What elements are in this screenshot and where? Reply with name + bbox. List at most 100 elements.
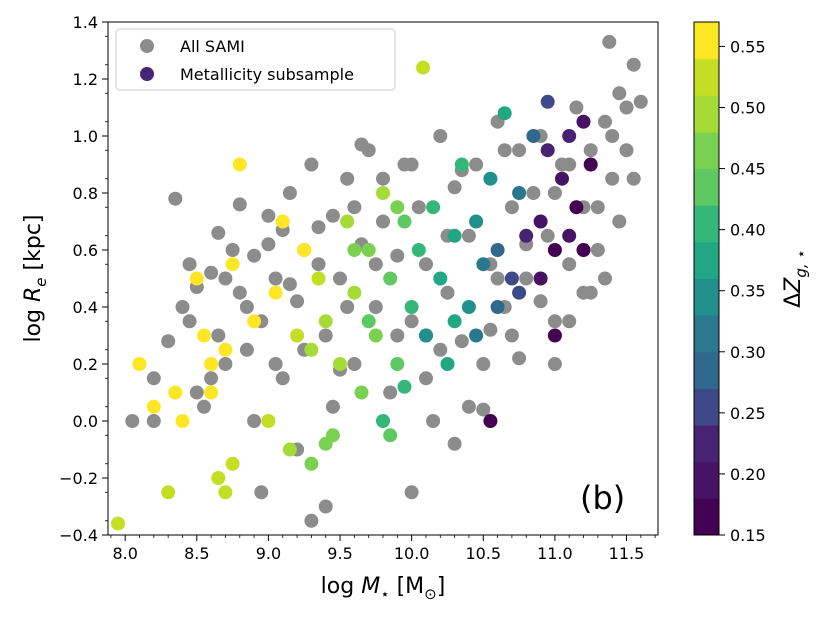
point-all-sami	[311, 257, 326, 272]
point-all-sami	[204, 265, 219, 280]
point-all-sami	[547, 357, 562, 371]
point-all-sami	[461, 228, 476, 243]
colorbar-title-symbol: Z	[781, 277, 806, 294]
point-metallicity-subsample	[376, 186, 390, 200]
point-all-sami	[368, 257, 383, 272]
point-metallicity-subsample	[476, 257, 491, 272]
point-all-sami	[275, 371, 290, 386]
colorbar-ticks: 0.15 0.20 0.25 0.30 0.35 0.40 0.45 0.50 0.55	[719, 37, 766, 545]
point-metallicity-subsample	[340, 214, 355, 229]
point-metallicity-subsample	[547, 328, 562, 343]
point-all-sami	[290, 294, 305, 309]
x-tick-label: 9.5	[327, 544, 352, 563]
point-metallicity-subsample	[304, 342, 319, 357]
point-all-sami	[282, 277, 297, 292]
point-metallicity-subsample	[318, 314, 333, 329]
x-tick-label: 11.0	[537, 544, 573, 563]
y-tick-label: 0.6	[73, 241, 98, 260]
point-all-sami	[268, 271, 283, 286]
point-metallicity-subsample	[433, 271, 448, 286]
point-all-sami	[239, 342, 254, 357]
point-metallicity-subsample	[583, 157, 598, 172]
point-metallicity-subsample	[168, 385, 183, 400]
point-metallicity-subsample	[397, 379, 412, 394]
point-all-sami	[433, 129, 448, 143]
point-all-sami	[440, 285, 455, 300]
point-metallicity-subsample	[540, 94, 555, 109]
colorbar-tick-label: 0.15	[730, 526, 766, 545]
colorbar-title: ΔZg, ⋆	[781, 249, 810, 308]
point-all-sami	[376, 171, 390, 186]
point-all-sami	[168, 191, 183, 206]
point-all-sami	[562, 157, 577, 172]
point-metallicity-subsample	[555, 171, 569, 186]
point-all-sami	[533, 294, 548, 309]
point-all-sami	[268, 357, 283, 371]
x-tick-label: 11.5	[609, 544, 645, 563]
point-metallicity-subsample	[547, 243, 562, 257]
point-all-sami	[469, 157, 484, 172]
point-metallicity-subsample	[447, 228, 462, 243]
point-all-sami	[247, 414, 262, 428]
point-metallicity-subsample	[111, 516, 125, 531]
point-metallicity-subsample	[512, 186, 527, 200]
point-all-sami	[590, 200, 605, 215]
point-all-sami	[333, 271, 347, 286]
point-all-sami	[218, 357, 233, 371]
x-tick-label: 8.0	[112, 544, 137, 563]
point-all-sami	[204, 371, 219, 386]
y-tick-label: 1.0	[73, 127, 98, 146]
point-metallicity-subsample	[146, 399, 161, 414]
point-all-sami	[247, 248, 262, 263]
point-metallicity-subsample	[175, 414, 190, 428]
point-metallicity-subsample	[354, 385, 369, 400]
point-all-sami	[519, 271, 534, 286]
point-metallicity-subsample	[497, 106, 512, 121]
point-all-sami	[476, 402, 491, 417]
point-all-sami	[232, 197, 247, 212]
point-all-sami	[211, 225, 226, 240]
point-all-sami	[211, 328, 226, 343]
point-metallicity-subsample	[211, 471, 226, 485]
point-metallicity-subsample	[483, 414, 498, 428]
point-all-sami	[626, 171, 641, 186]
point-all-sami	[347, 200, 362, 215]
x-axis-ticks: 8.0 8.5 9.0 9.5 10.0 10.5 11.0 11.5	[110, 535, 656, 563]
point-all-sami	[633, 94, 648, 109]
point-metallicity-subsample	[390, 200, 405, 215]
point-metallicity-subsample	[361, 243, 376, 257]
colorbar-tick-label: 0.30	[730, 343, 766, 362]
point-metallicity-subsample	[533, 214, 548, 229]
y-tick-label: 1.4	[73, 13, 98, 32]
point-metallicity-subsample	[526, 129, 541, 143]
point-all-sami	[547, 314, 562, 329]
point-metallicity-subsample	[311, 271, 326, 286]
colorbar-band	[694, 388, 719, 426]
point-all-sami	[189, 385, 204, 400]
y-tick-label: 1.2	[73, 70, 98, 89]
point-all-sami	[497, 143, 512, 158]
colorbar-band	[694, 425, 719, 463]
colorbar-tick-label: 0.55	[730, 37, 766, 56]
point-metallicity-subsample	[519, 228, 534, 243]
x-axis-title-subscript: ⋆	[380, 585, 389, 603]
y-tick-label: −0.4	[59, 526, 98, 545]
y-tick-label: 0.4	[73, 298, 98, 317]
x-axis-title: log M⋆ [M⊙]	[321, 574, 446, 603]
point-metallicity-subsample	[282, 442, 297, 457]
point-metallicity-subsample	[361, 314, 376, 329]
point-metallicity-subsample	[390, 357, 405, 371]
colorbar-band	[694, 461, 719, 499]
point-all-sami	[318, 328, 333, 343]
point-all-sami	[368, 300, 383, 314]
colorbar	[694, 22, 719, 536]
point-metallicity-subsample	[204, 357, 219, 371]
point-metallicity-subsample	[161, 485, 176, 500]
point-metallicity-subsample	[469, 328, 484, 343]
point-metallicity-subsample	[347, 285, 362, 300]
x-axis-title-unit-close: ]	[437, 574, 446, 599]
point-metallicity-subsample	[512, 285, 527, 300]
point-metallicity-subsample	[290, 328, 305, 343]
colorbar-tick-label: 0.25	[730, 404, 766, 423]
y-tick-label: −0.2	[59, 469, 98, 488]
